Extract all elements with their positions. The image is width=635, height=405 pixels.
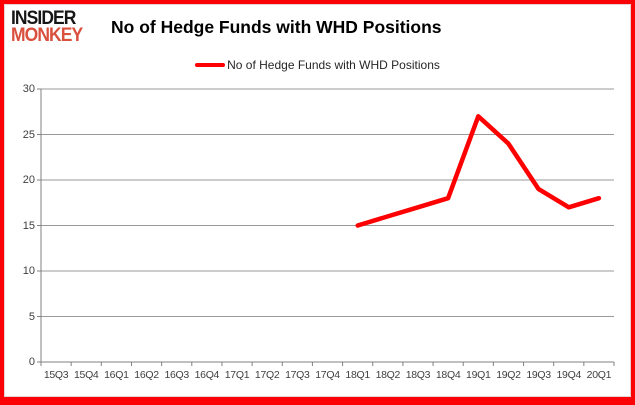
x-axis-label: 16Q4 xyxy=(194,369,220,381)
x-axis-label: 18Q4 xyxy=(435,369,461,381)
plot-area: 0 5 10 15 20 25 30 15Q3 15Q4 16Q1 16Q2 16Q3 16Q4 17Q1… xyxy=(5,5,630,396)
x-axis-label: 18Q3 xyxy=(405,369,431,381)
x-axis-label: 20Q1 xyxy=(586,369,612,381)
x-axis-label: 18Q1 xyxy=(345,369,370,381)
x-axis-label: 16Q3 xyxy=(164,369,189,381)
x-axis-label: 19Q4 xyxy=(556,369,582,381)
x-axis-label: 19Q1 xyxy=(466,369,491,381)
y-axis-label: 15 xyxy=(22,219,35,232)
y-axis-label: 0 xyxy=(28,356,35,368)
x-axis-label: 15Q3 xyxy=(43,369,69,381)
logo-line-insider: INSIDER xyxy=(11,8,76,29)
legend: No of Hedge Funds with WHD Positions xyxy=(5,58,630,72)
x-axis-label: 17Q1 xyxy=(224,369,250,381)
insider-monkey-logo: INSIDER MONKEY xyxy=(11,8,83,47)
x-axis-label: 15Q4 xyxy=(73,369,99,381)
chart-window: INSIDER MONKEY No of Hedge Funds with WH… xyxy=(4,4,631,397)
logo-line-monkey: MONKEY xyxy=(11,25,83,47)
x-axis-label: 16Q2 xyxy=(134,369,159,381)
y-axis-label: 25 xyxy=(22,128,35,141)
x-axis-label: 17Q2 xyxy=(254,369,280,381)
y-axis-label: 5 xyxy=(28,310,35,323)
y-axis-label: 30 xyxy=(22,83,35,95)
x-axis-label: 18Q2 xyxy=(375,369,401,381)
y-axis-label: 10 xyxy=(22,265,35,277)
x-axis-label: 16Q1 xyxy=(104,369,129,381)
series-line xyxy=(355,114,602,228)
legend-label: No of Hedge Funds with WHD Positions xyxy=(227,58,440,72)
x-axis-label: 19Q3 xyxy=(526,369,551,381)
x-axis-label: 19Q2 xyxy=(496,369,521,381)
x-axis-label: 17Q3 xyxy=(285,369,310,381)
y-axis-label: 20 xyxy=(22,174,35,186)
line-chart xyxy=(37,88,615,366)
legend-line-marker-icon xyxy=(195,63,226,67)
chart-title: No of Hedge Funds with WHD Positions xyxy=(111,17,442,37)
x-axis-label: 17Q4 xyxy=(315,369,340,381)
